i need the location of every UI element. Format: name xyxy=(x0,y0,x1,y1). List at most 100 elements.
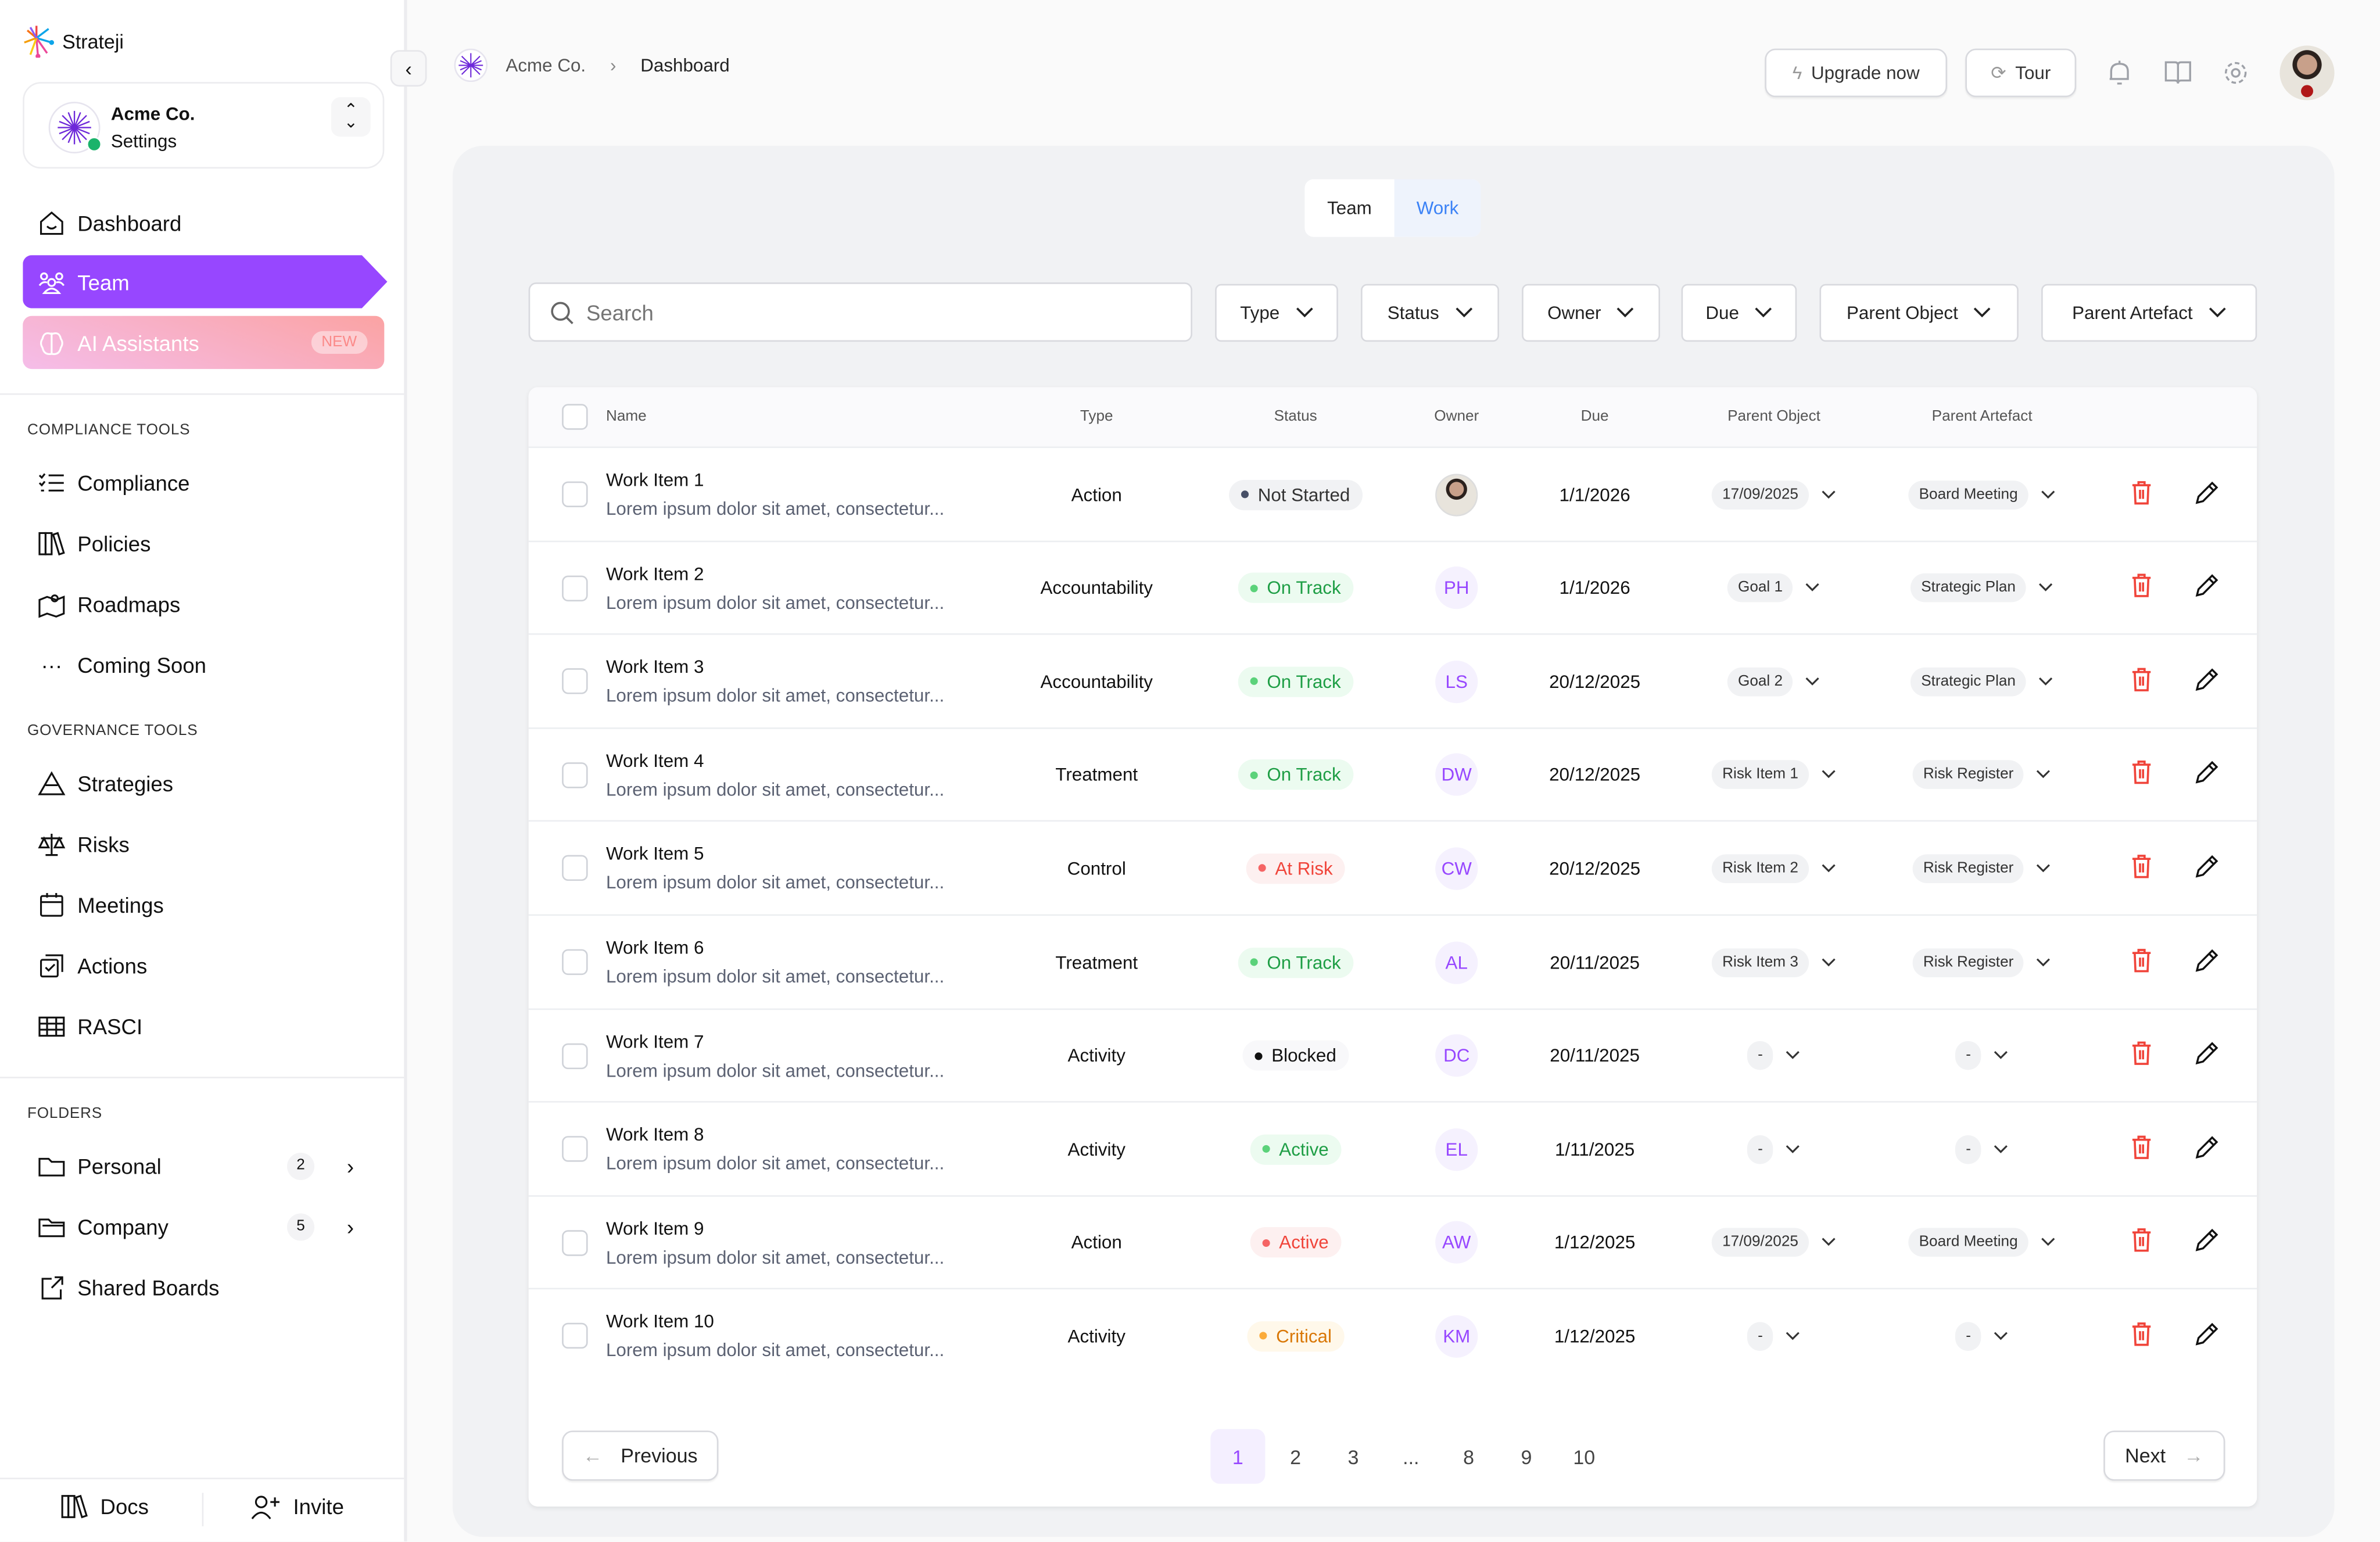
page-10[interactable]: 10 xyxy=(1573,1445,1596,1468)
org-settings-link[interactable]: Settings xyxy=(110,130,177,152)
nav-compliance[interactable]: Compliance xyxy=(23,456,384,508)
nav-roadmaps[interactable]: Roadmaps xyxy=(23,577,384,630)
table-row[interactable]: Work Item 3 Lorem ipsum dolor sit amet, c… xyxy=(528,633,2257,727)
owner-avatar[interactable]: DC xyxy=(1435,1034,1478,1077)
trash-icon[interactable] xyxy=(2131,1041,2152,1070)
pencil-icon[interactable] xyxy=(2194,573,2220,603)
pencil-icon[interactable] xyxy=(2194,760,2220,790)
parent-artefact-select[interactable]: Strategic Plan xyxy=(1910,573,2053,603)
status-badge[interactable]: On Track xyxy=(1238,759,1353,791)
trash-icon[interactable] xyxy=(2131,573,2152,603)
org-switcher[interactable]: Acme Co. Settings ⌃ ⌄ xyxy=(23,82,385,169)
status-badge[interactable]: On Track xyxy=(1238,666,1353,697)
trash-icon[interactable] xyxy=(2131,854,2152,883)
column-header-status[interactable]: Status xyxy=(1274,408,1317,425)
filter-parent-artefact[interactable]: Parent Artefact xyxy=(2041,284,2257,342)
pencil-icon[interactable] xyxy=(2194,1041,2220,1071)
row-checkbox[interactable] xyxy=(562,949,588,976)
folder-personal[interactable]: Personal 2 › xyxy=(23,1139,384,1192)
table-row[interactable]: Work Item 2 Lorem ipsum dolor sit amet, c… xyxy=(528,540,2257,634)
nav-ai-assistants[interactable]: AI Assistants NEW xyxy=(23,315,385,370)
parent-artefact-select[interactable]: Board Meeting xyxy=(1908,479,2056,509)
owner-avatar[interactable]: PH xyxy=(1435,566,1478,609)
column-header-type[interactable]: Type xyxy=(1080,408,1113,425)
parent-artefact-select[interactable]: Risk Register xyxy=(1912,854,2052,883)
item-name[interactable]: Work Item 1 xyxy=(605,469,704,491)
nav-risks[interactable]: Risks xyxy=(23,817,384,870)
filter-type[interactable]: Type xyxy=(1215,284,1338,342)
status-badge[interactable]: Active xyxy=(1250,1227,1341,1258)
table-row[interactable]: Work Item 4 Lorem ipsum dolor sit amet, c… xyxy=(528,727,2257,822)
owner-avatar[interactable]: DW xyxy=(1435,754,1478,797)
upgrade-button[interactable]: ϟ Upgrade now xyxy=(1765,48,1948,98)
next-button[interactable]: Next → xyxy=(2103,1430,2225,1481)
org-switch-button[interactable]: ⌃ ⌄ xyxy=(331,97,371,137)
status-badge[interactable]: On Track xyxy=(1238,572,1353,603)
table-row[interactable]: Work Item 9 Lorem ipsum dolor sit amet, c… xyxy=(528,1195,2257,1289)
pencil-icon[interactable] xyxy=(2194,479,2220,510)
table-row[interactable]: Work Item 10 Lorem ipsum dolor sit amet, … xyxy=(528,1288,2257,1383)
status-badge[interactable]: Not Started xyxy=(1229,479,1363,510)
trash-icon[interactable] xyxy=(2131,480,2152,509)
breadcrumb-org[interactable]: Acme Co. xyxy=(506,55,586,76)
parent-object-select[interactable]: 17/09/2025 xyxy=(1711,479,1837,509)
owner-avatar[interactable]: EL xyxy=(1435,1128,1478,1171)
user-avatar[interactable] xyxy=(2279,45,2335,101)
table-row[interactable]: Work Item 7 Lorem ipsum dolor sit amet, c… xyxy=(528,1007,2257,1102)
page-1[interactable]: 1 xyxy=(1210,1429,1266,1484)
trash-icon[interactable] xyxy=(2131,1228,2152,1257)
pencil-icon[interactable] xyxy=(2194,947,2220,977)
toggle-team[interactable]: Team xyxy=(1304,179,1395,237)
item-name[interactable]: Work Item 8 xyxy=(605,1124,704,1146)
pencil-icon[interactable] xyxy=(2194,1228,2220,1258)
owner-avatar[interactable]: AL xyxy=(1435,941,1478,984)
status-badge[interactable]: Blocked xyxy=(1242,1040,1349,1071)
parent-object-select[interactable]: - xyxy=(1747,1041,1801,1070)
parent-object-select[interactable]: Goal 2 xyxy=(1727,666,1821,696)
parent-object-select[interactable]: Risk Item 3 xyxy=(1711,948,1836,977)
item-name[interactable]: Work Item 10 xyxy=(605,1311,714,1333)
nav-meetings[interactable]: Meetings xyxy=(23,878,384,931)
table-row[interactable]: Work Item 6 Lorem ipsum dolor sit amet, c… xyxy=(528,914,2257,1009)
pencil-icon[interactable] xyxy=(2194,666,2220,697)
status-badge[interactable]: On Track xyxy=(1238,946,1353,978)
row-checkbox[interactable] xyxy=(562,668,588,695)
owner-avatar[interactable]: KM xyxy=(1435,1315,1478,1358)
row-checkbox[interactable] xyxy=(562,1323,588,1350)
trash-icon[interactable] xyxy=(2131,1322,2152,1351)
trash-icon[interactable] xyxy=(2131,948,2152,977)
parent-artefact-select[interactable]: - xyxy=(1955,1041,2009,1070)
item-name[interactable]: Work Item 7 xyxy=(605,1030,704,1052)
table-row[interactable]: Work Item 5 Lorem ipsum dolor sit amet, c… xyxy=(528,820,2257,915)
nav-actions[interactable]: Actions xyxy=(23,938,384,991)
folder-shared-boards[interactable]: Shared Boards xyxy=(23,1261,384,1314)
filter-owner[interactable]: Owner xyxy=(1522,284,1660,342)
row-checkbox[interactable] xyxy=(562,1229,588,1256)
item-name[interactable]: Work Item 6 xyxy=(605,937,704,959)
row-checkbox[interactable] xyxy=(562,575,588,601)
item-name[interactable]: Work Item 3 xyxy=(605,656,704,678)
gear-icon[interactable] xyxy=(2222,59,2249,87)
invite-button[interactable]: Invite xyxy=(250,1493,344,1520)
filter-parent-object[interactable]: Parent Object xyxy=(1819,284,2019,342)
filter-status[interactable]: Status xyxy=(1361,284,1499,342)
parent-object-select[interactable]: Risk Item 1 xyxy=(1711,761,1836,790)
row-checkbox[interactable] xyxy=(562,855,588,882)
pencil-icon[interactable] xyxy=(2194,854,2220,884)
trash-icon[interactable] xyxy=(2131,667,2152,696)
folder-company[interactable]: Company 5 › xyxy=(23,1200,384,1253)
column-header-due[interactable]: Due xyxy=(1580,408,1609,425)
parent-object-select[interactable]: 17/09/2025 xyxy=(1711,1228,1837,1257)
row-checkbox[interactable] xyxy=(562,1042,588,1069)
toggle-work[interactable]: Work xyxy=(1394,179,1481,237)
parent-object-select[interactable]: - xyxy=(1747,1322,1801,1351)
select-all-checkbox[interactable] xyxy=(562,404,588,430)
parent-artefact-select[interactable]: Risk Register xyxy=(1912,761,2052,790)
tour-button[interactable]: ⟳ Tour xyxy=(1965,48,2077,98)
parent-artefact-select[interactable]: Strategic Plan xyxy=(1910,666,2053,696)
nav-coming-soon[interactable]: ··· Coming Soon xyxy=(23,638,384,691)
column-header-owner[interactable]: Owner xyxy=(1434,408,1479,425)
parent-artefact-select[interactable]: - xyxy=(1955,1322,2009,1351)
table-row[interactable]: Work Item 1 Lorem ipsum dolor sit amet, c… xyxy=(528,446,2257,540)
column-header-name[interactable]: Name xyxy=(605,408,647,425)
